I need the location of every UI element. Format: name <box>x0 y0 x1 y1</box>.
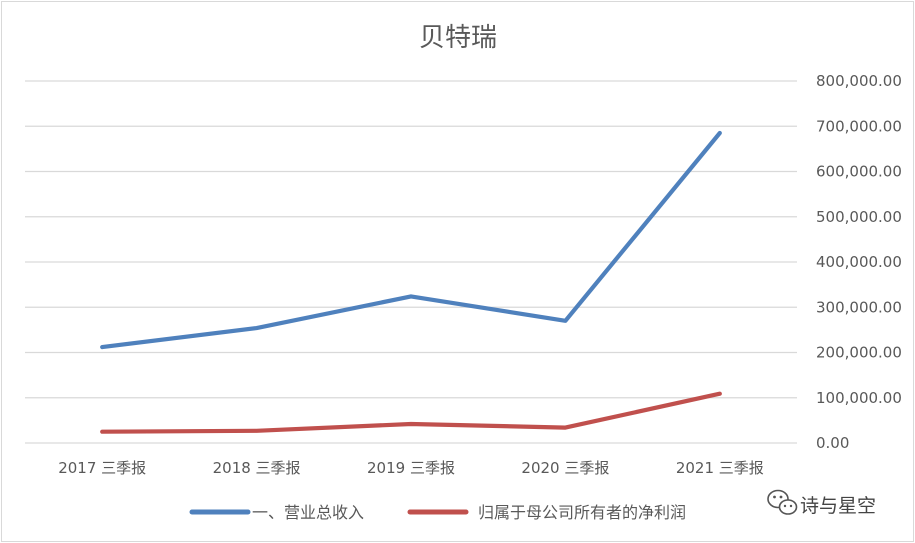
x-tick-label-0: 2017 三季报 <box>58 459 146 477</box>
x-tick-label-4: 2021 三季报 <box>676 459 764 477</box>
y-tick-label-2: 200,000.00 <box>816 344 902 362</box>
series-lines <box>100 130 722 434</box>
legend-label-revenue: 一、营业总收入 <box>252 503 364 522</box>
legend: 一、营业总收入 归属于母公司所有者的净利润 <box>189 503 686 522</box>
watermark: 诗与星空 <box>767 489 876 517</box>
x-tick-label-3: 2020 三季报 <box>521 459 609 477</box>
legend-item-net-profit[interactable]: 归属于母公司所有者的净利润 <box>407 503 686 522</box>
y-tick-label-4: 400,000.00 <box>816 253 902 271</box>
x-tick-label-2: 2019 三季报 <box>367 459 455 477</box>
y-tick-label-3: 300,000.00 <box>816 298 902 316</box>
y-tick-label-0: 0.00 <box>816 434 849 452</box>
y-tick-label-6: 600,000.00 <box>816 163 902 181</box>
x-axis-ticks: 2017 三季报 2018 三季报 2019 三季报 2020 三季报 2021 三季报 <box>58 459 764 477</box>
y-tick-label-5: 500,000.00 <box>816 208 902 226</box>
legend-item-revenue[interactable]: 一、营业总收入 <box>189 503 364 522</box>
series-line-0 <box>100 130 722 350</box>
gridlines <box>25 80 797 444</box>
y-tick-label-7: 700,000.00 <box>816 117 902 135</box>
y-axis-ticks: 0.00 100,000.00 200,000.00 300,000.00 400,00… <box>816 72 902 452</box>
legend-label-net-profit: 归属于母公司所有者的净利润 <box>478 503 686 522</box>
watermark-text: 诗与星空 <box>800 495 876 517</box>
y-tick-label-1: 100,000.00 <box>816 389 902 407</box>
wechat-icon <box>767 489 798 515</box>
series-line-1 <box>100 391 722 434</box>
x-tick-label-1: 2018 三季报 <box>213 459 301 477</box>
y-tick-label-8: 800,000.00 <box>816 72 902 90</box>
chart-title: 贝特瑞 <box>419 23 497 53</box>
